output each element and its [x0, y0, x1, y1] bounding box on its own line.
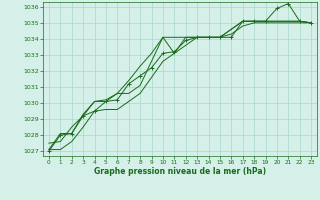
X-axis label: Graphe pression niveau de la mer (hPa): Graphe pression niveau de la mer (hPa) — [94, 167, 266, 176]
